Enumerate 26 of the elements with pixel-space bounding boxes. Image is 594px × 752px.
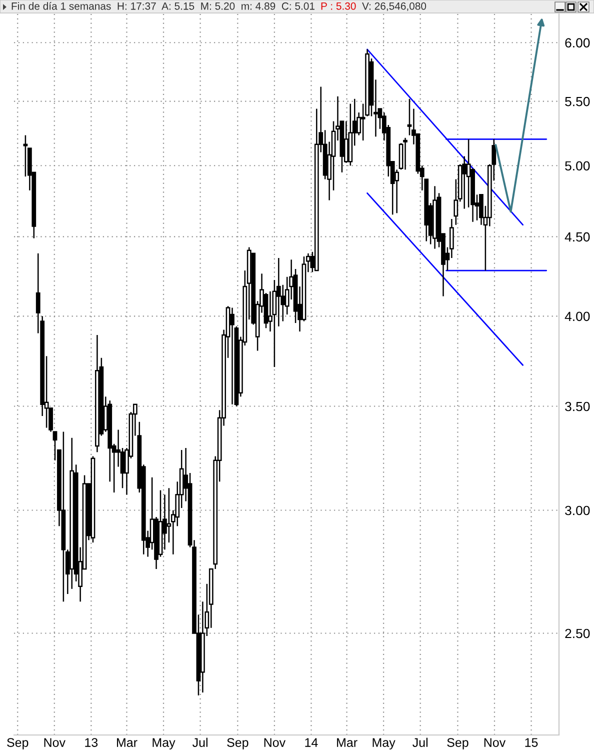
y-tick-label: 4.50: [564, 232, 590, 242]
y-tick-label: 4.00: [564, 312, 590, 322]
x-tick-label: Mar: [337, 738, 358, 747]
x-tick-label: Nov: [484, 738, 506, 747]
x-tick-label: 15: [525, 738, 538, 747]
x-tick-label: Jul: [412, 738, 428, 747]
x-tick-label: Nov: [264, 738, 286, 747]
y-tick-label: 5.50: [565, 96, 590, 106]
y-tick-label: 5.00: [565, 161, 590, 171]
y-tick-label: 2.50: [565, 628, 590, 638]
chart-subtitle: P : 5.30: [321, 2, 356, 10]
y-tick-label: 3.00: [565, 506, 590, 516]
x-tick-label: Sep: [447, 738, 468, 750]
x-tick-label: Sep: [227, 738, 248, 750]
x-tick-label: Mar: [117, 738, 138, 747]
x-tick-label: May: [152, 738, 176, 750]
x-tick-label: Nov: [44, 738, 66, 747]
y-tick-label: 3.50: [565, 402, 590, 412]
text: V: 26,546,080: [362, 2, 426, 12]
x-tick-label: 14: [305, 738, 318, 747]
chart-title: Fin de día 1 semanas H: 17:37 A: 5.15 M: 5.20 m: 4.89 C: 5.01: [12, 2, 314, 10]
x-tick-label: May: [372, 738, 396, 750]
x-tick-label: Jul: [192, 738, 208, 747]
x-tick-label: 13: [85, 738, 98, 747]
y-tick-label: 6.00: [565, 38, 590, 48]
x-tick-label: Sep: [7, 738, 28, 750]
